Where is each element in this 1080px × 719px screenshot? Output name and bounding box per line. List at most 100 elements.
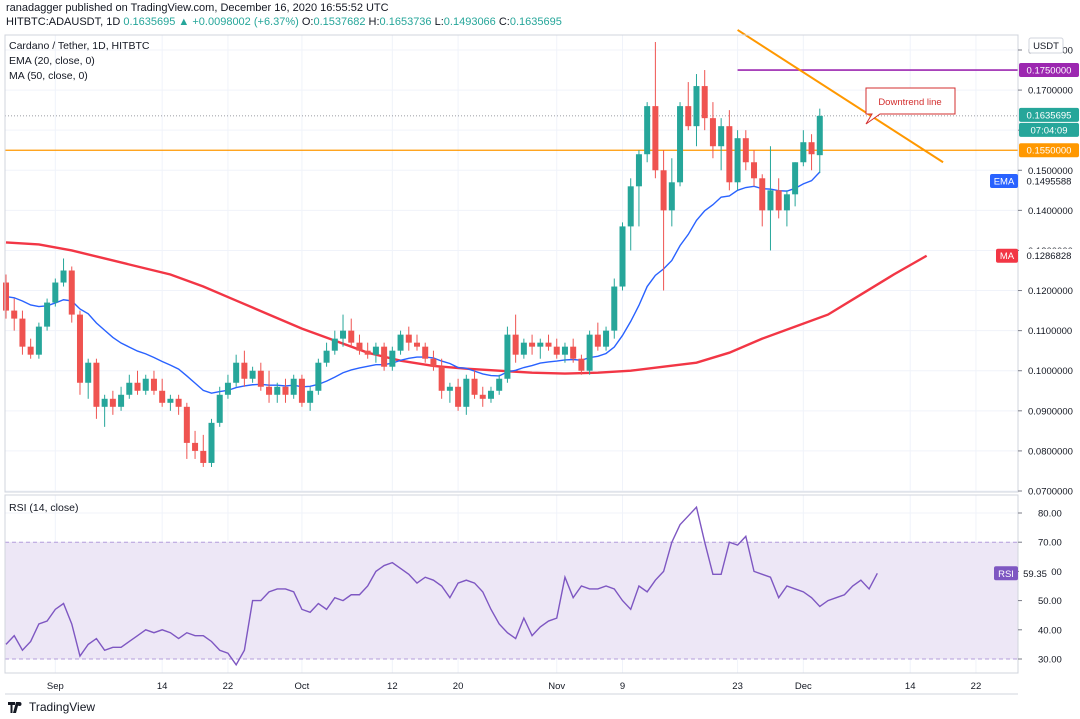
- candle: [315, 358, 322, 395]
- candle-body: [652, 106, 659, 171]
- rsi-line: [5, 505, 878, 667]
- candle-body: [537, 342, 544, 347]
- candle: [208, 418, 215, 467]
- candle: [340, 314, 347, 347]
- candle: [570, 338, 577, 363]
- candle: [3, 274, 9, 319]
- candle: [126, 374, 133, 399]
- candle-body: [60, 270, 67, 283]
- time-tick-label: 9: [620, 681, 625, 692]
- candle-body: [364, 350, 371, 355]
- price-pane-frame: [4, 34, 1019, 493]
- candle-body: [249, 370, 256, 379]
- ma-value-tag-bg: [1019, 248, 1079, 263]
- candle: [471, 370, 478, 399]
- candle-body: [159, 390, 166, 403]
- candle: [718, 118, 725, 171]
- candle-body: [635, 154, 642, 187]
- candle: [249, 366, 256, 383]
- candle-body: [397, 334, 404, 351]
- candle: [545, 334, 552, 351]
- candle-body: [455, 386, 462, 407]
- candle-body: [529, 342, 536, 347]
- candle-body: [668, 182, 675, 211]
- candle: [701, 70, 708, 131]
- candle: [578, 354, 585, 375]
- ma-name-tag-bg: [996, 248, 1018, 263]
- candle-body: [644, 106, 651, 155]
- candle-body: [11, 310, 18, 319]
- rsi-band: [5, 541, 1018, 660]
- time-tick-label: 22: [971, 681, 982, 692]
- candle-body: [611, 286, 618, 331]
- ema-value-tag-label: 0.1495588: [1027, 177, 1072, 188]
- candle: [175, 394, 182, 415]
- candle: [438, 358, 445, 399]
- candle-body: [570, 346, 577, 359]
- pane-frames: [4, 34, 1019, 695]
- candle-body: [726, 126, 733, 183]
- candle: [11, 298, 18, 331]
- candle: [109, 390, 116, 415]
- candle-body: [307, 390, 314, 403]
- candle-body: [200, 450, 207, 463]
- rsi-band-fill: [5, 542, 1018, 659]
- publisher-line: ranadagger published on TradingView.com,…: [6, 2, 389, 14]
- candle: [455, 378, 462, 411]
- last-price-tag: 0.1635695: [1019, 107, 1079, 122]
- candle-body: [274, 386, 281, 395]
- open-value: 0.1537682: [313, 16, 366, 28]
- candle-body: [660, 170, 667, 211]
- candle-body: [331, 338, 338, 351]
- high-label: H:: [368, 16, 380, 28]
- open-label: O:: [301, 16, 314, 28]
- candle-body: [619, 226, 626, 287]
- annotation-group: Downtrend line: [865, 87, 956, 125]
- rsi-name-tag: RSI: [994, 566, 1018, 581]
- candle: [307, 386, 314, 411]
- candle-body: [471, 378, 478, 395]
- ema-series: [5, 171, 821, 394]
- candle-body: [134, 382, 141, 391]
- candle-body: [685, 106, 692, 127]
- candle-body: [389, 350, 396, 367]
- ema-legend: EMA (20, close, 0): [9, 55, 95, 67]
- candle: [134, 370, 141, 395]
- candle-body: [545, 342, 552, 347]
- candle-body: [693, 86, 700, 127]
- candle: [487, 386, 494, 403]
- rsi-series: [5, 505, 878, 667]
- rsi-value-tag-bg: [1019, 566, 1051, 581]
- candle: [603, 326, 610, 351]
- candle-body: [208, 422, 215, 463]
- footer-brand-label: TradingView: [29, 700, 96, 714]
- price-tick-label: 0.1000000: [1028, 366, 1073, 377]
- candle-body: [76, 314, 83, 383]
- candle-body: [224, 382, 231, 395]
- time-axis: Sep 14 22 Oct 12 20 Nov 9 23 Dec 14 22: [47, 681, 981, 692]
- price-levels: [5, 69, 1018, 151]
- candle: [751, 150, 758, 187]
- candle-body: [241, 362, 248, 379]
- candle-body: [19, 318, 26, 347]
- candle-body: [553, 346, 560, 355]
- candle: [496, 374, 503, 395]
- time-tick-label: 22: [223, 681, 234, 692]
- candle: [677, 102, 684, 187]
- tradingview-logo-icon: [8, 701, 22, 713]
- candle-body: [759, 178, 766, 211]
- candle: [693, 74, 700, 147]
- candle: [85, 358, 92, 399]
- candle-body: [487, 390, 494, 399]
- candle: [405, 326, 412, 351]
- candle: [775, 178, 782, 219]
- candle: [356, 334, 363, 355]
- candle-body: [315, 362, 322, 391]
- candle: [792, 162, 799, 207]
- candle-body: [446, 386, 453, 391]
- countdown-tag-bg: [1019, 122, 1079, 137]
- candle-body: [282, 386, 289, 395]
- rsi-tick-label: 30.00: [1038, 655, 1062, 666]
- time-tick-label: 14: [157, 681, 168, 692]
